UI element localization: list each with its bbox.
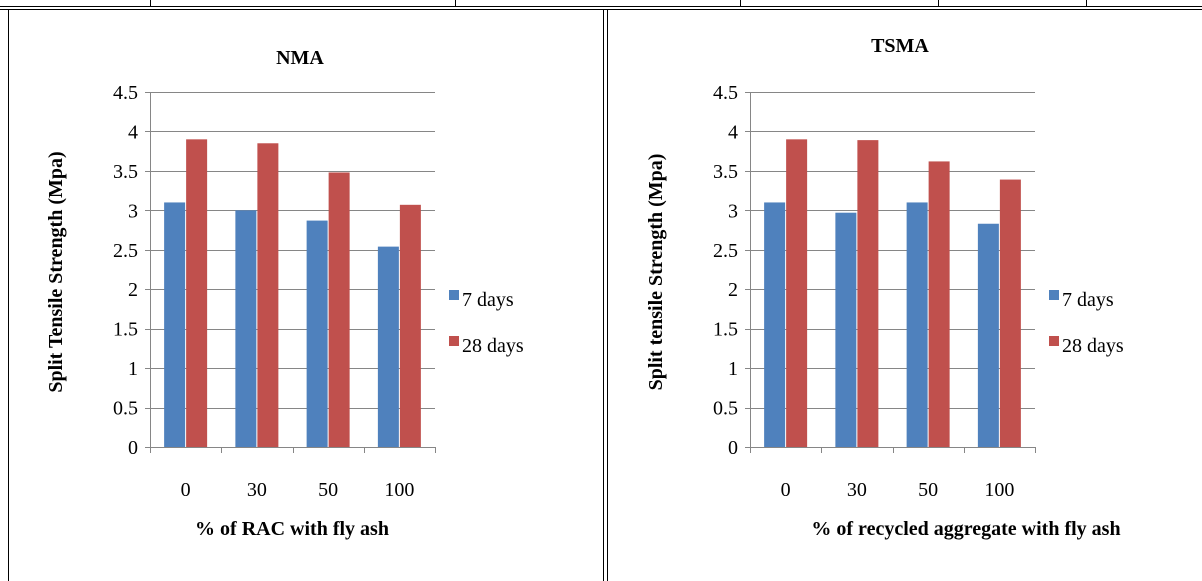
y-tick-label: 3 (728, 200, 738, 222)
bar-series-1 (164, 202, 186, 447)
chart-title: TSMA (871, 35, 929, 57)
y-tick-label: 1 (128, 358, 138, 380)
bar-series-1 (377, 246, 399, 447)
y-tick-labels: 0 0.5 1 1.5 2 2.5 3 3.5 4 4.5 (113, 82, 138, 459)
y-tick-label: 2 (128, 279, 138, 301)
bar-series-2 (786, 139, 808, 448)
x-tick-label: 0 (181, 479, 191, 501)
bar-series-1 (835, 212, 857, 447)
y-tick-label: 3.5 (113, 161, 138, 183)
x-tick-labels: 0 30 50 100 (781, 479, 1015, 501)
legend: 7 days 28 days (449, 289, 524, 357)
y-tick-label: 0.5 (113, 398, 138, 420)
y-tick-label: 0 (728, 437, 738, 459)
legend-label: 7 days (1062, 289, 1114, 311)
x-tick-label: 0 (781, 479, 791, 501)
x-tick-label: 50 (318, 479, 338, 501)
x-axis-label: % of RAC with fly ash (195, 518, 389, 540)
x-tick-label: 50 (918, 479, 938, 501)
chart-title: NMA (276, 47, 324, 69)
legend-swatch (449, 290, 459, 300)
x-tick-label: 30 (847, 479, 867, 501)
x-tick-label: 100 (984, 479, 1014, 501)
bar-series-1 (977, 223, 999, 447)
bar-series-2 (399, 204, 421, 447)
y-tick-label: 1.5 (713, 319, 738, 341)
y-tick-label: 4.5 (713, 82, 738, 104)
y-tick-label: 2 (728, 279, 738, 301)
bars (764, 139, 1021, 448)
legend-label: 28 days (1062, 335, 1124, 357)
bars (164, 139, 421, 448)
y-axis-label: Split Tensile Strength (Mpa) (45, 151, 67, 392)
bar-series-2 (186, 139, 208, 448)
legend-label: 28 days (462, 335, 524, 357)
y-tick-label: 3 (128, 200, 138, 222)
bar-series-1 (306, 220, 328, 447)
y-axis-label: Split tensile Strength (Mpa) (645, 154, 667, 391)
y-tick-label: 4.5 (113, 82, 138, 104)
tsma-chart: TSMA Split tensile Strength (Mpa) % of r… (645, 35, 1124, 540)
legend-swatch (449, 336, 459, 346)
legend-swatch (1049, 336, 1059, 346)
axes (145, 92, 436, 453)
bar-series-1 (764, 202, 786, 447)
y-tick-labels: 0 0.5 1 1.5 2 2.5 3 3.5 4 4.5 (713, 82, 738, 459)
y-tick-label: 4 (728, 121, 738, 143)
x-tick-labels: 0 30 50 100 (181, 479, 415, 501)
y-tick-label: 3.5 (713, 161, 738, 183)
nma-chart: NMA Split Tensile Strength (Mpa) % of RA… (45, 47, 524, 540)
legend: 7 days 28 days (1049, 289, 1124, 357)
y-tick-label: 4 (128, 121, 138, 143)
y-tick-label: 2.5 (113, 240, 138, 262)
bar-series-2 (857, 140, 879, 447)
y-tick-label: 0.5 (713, 398, 738, 420)
bar-series-2 (928, 161, 950, 447)
bar-series-2 (328, 172, 350, 447)
legend-label: 7 days (462, 289, 514, 311)
bar-series-2 (257, 143, 279, 447)
bar-series-1 (235, 210, 257, 447)
axes (745, 92, 1036, 453)
y-tick-label: 1 (728, 358, 738, 380)
y-tick-label: 1.5 (113, 319, 138, 341)
bar-series-1 (906, 202, 928, 447)
legend-swatch (1049, 290, 1059, 300)
x-axis-label: % of recycled aggregate with fly ash (811, 518, 1120, 540)
y-tick-label: 0 (128, 437, 138, 459)
x-tick-label: 30 (247, 479, 267, 501)
x-tick-label: 100 (384, 479, 414, 501)
bar-series-2 (999, 179, 1021, 448)
y-tick-label: 2.5 (713, 240, 738, 262)
